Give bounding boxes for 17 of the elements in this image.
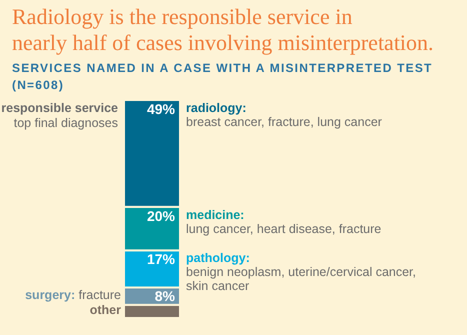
- data-label: 17%: [146, 251, 175, 268]
- data-label: 20%: [146, 208, 175, 224]
- text: fracture: [78, 288, 121, 302]
- text: surgery:: [25, 288, 76, 302]
- series-label: medicine:: [186, 208, 246, 222]
- data-label: 49%: [146, 101, 175, 117]
- text: breast cancer, fracture, lung cancer: [186, 115, 383, 129]
- text: SERVICES NAMED IN A CASE WITH A MISINTERPRETED TEST (N=608): [12, 60, 433, 94]
- series-label: other: [90, 303, 121, 318]
- series-label: pathology:: [186, 251, 251, 266]
- text: top final diagnoses: [14, 116, 118, 130]
- text: lung cancer, heart disease, fracture: [186, 222, 382, 236]
- chart-title: Radiology is the responsible service in nearly half of cases involving misinterpretation.: [12, 4, 435, 56]
- series-label: radiology:: [186, 101, 248, 115]
- text: benign neoplasm, uterine/cervical cancer, skin cancer: [186, 265, 417, 294]
- data-label: 8%: [154, 288, 175, 304]
- text: responsible service: [1, 101, 118, 115]
